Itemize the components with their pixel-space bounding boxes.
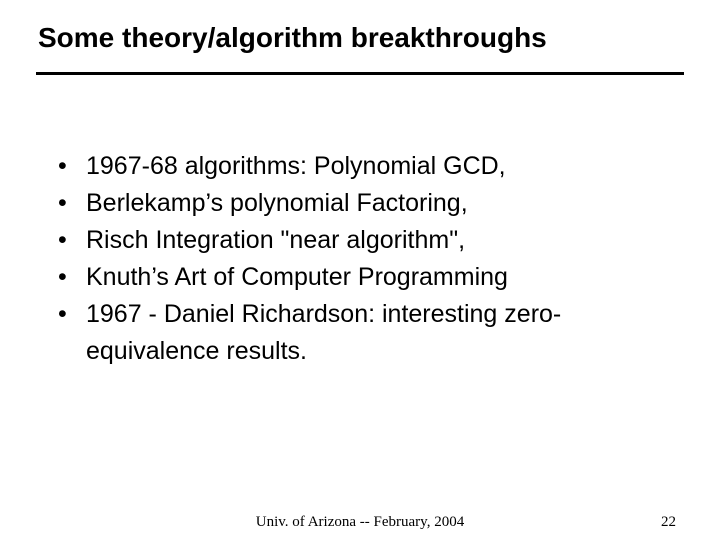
bullet-icon: •: [58, 222, 86, 259]
list-item: • 1967-68 algorithms: Polynomial GCD,: [58, 148, 668, 185]
bullet-icon: •: [58, 296, 86, 333]
bullet-text: Risch Integration "near algorithm",: [86, 222, 668, 259]
bullet-text: 1967 - Daniel Richardson: interesting ze…: [86, 296, 668, 370]
bullet-icon: •: [58, 148, 86, 185]
footer-center-text: Univ. of Arizona -- February, 2004: [0, 514, 720, 531]
bullet-icon: •: [58, 185, 86, 222]
list-item: • Risch Integration "near algorithm",: [58, 222, 668, 259]
slide-title: Some theory/algorithm breakthroughs: [38, 22, 547, 54]
list-item: • Berlekamp’s polynomial Factoring,: [58, 185, 668, 222]
slide: Some theory/algorithm breakthroughs • 19…: [0, 0, 720, 540]
bullet-text: 1967-68 algorithms: Polynomial GCD,: [86, 148, 668, 185]
footer-page-number: 22: [661, 514, 676, 531]
bullet-text: Berlekamp’s polynomial Factoring,: [86, 185, 668, 222]
bullet-list: • 1967-68 algorithms: Polynomial GCD, • …: [58, 148, 668, 370]
bullet-text: Knuth’s Art of Computer Programming: [86, 259, 668, 296]
list-item: • Knuth’s Art of Computer Programming: [58, 259, 668, 296]
list-item: • 1967 - Daniel Richardson: interesting …: [58, 296, 668, 370]
bullet-icon: •: [58, 259, 86, 296]
title-underline: [36, 72, 684, 75]
